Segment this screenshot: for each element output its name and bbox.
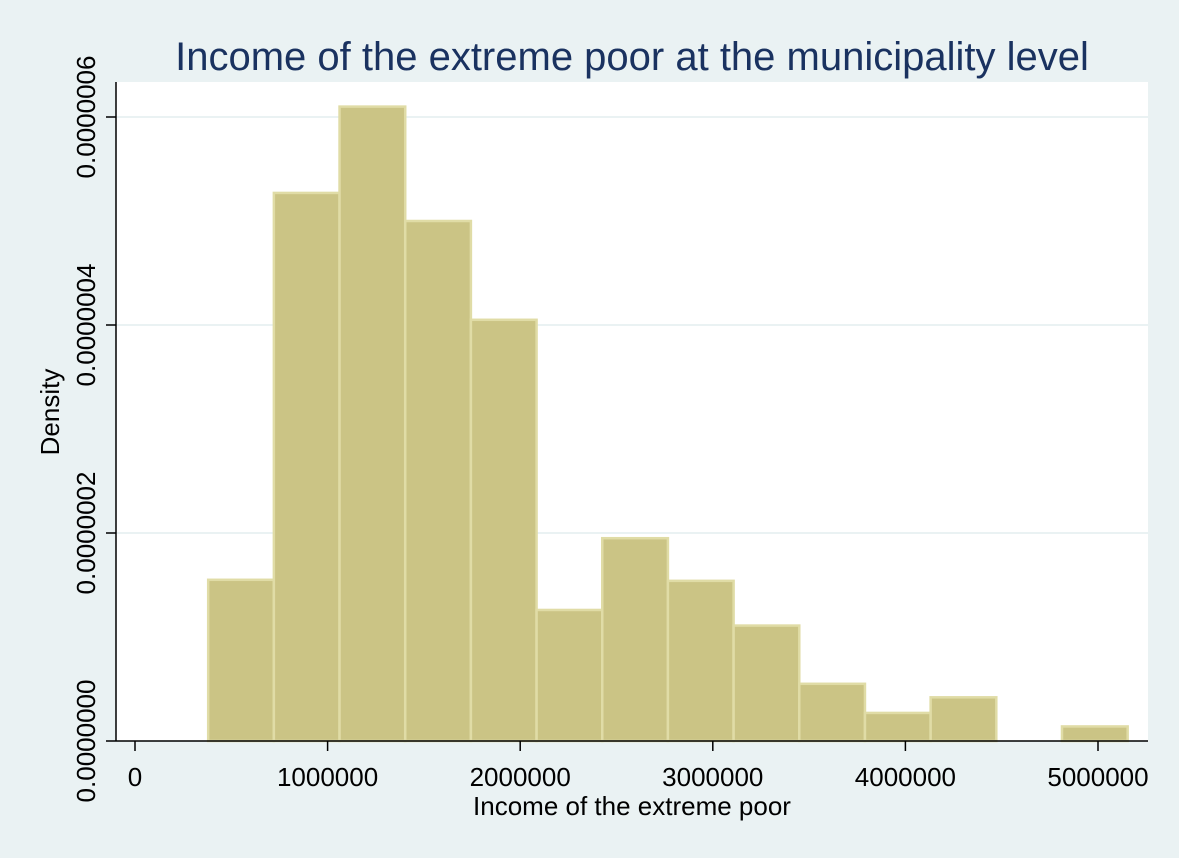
chart-title: Income of the extreme poor at the munici… [175, 35, 1089, 79]
histogram-bars [206, 105, 1129, 743]
histogram-bar-1 [272, 191, 341, 743]
x-tick-label-5: 5000000 [1047, 762, 1148, 792]
y-tick-label-0: 0.0000000 [71, 680, 101, 803]
histogram-bar-10 [863, 711, 932, 743]
y-tick-label-2: 0.0000004 [71, 264, 101, 387]
histogram-bar-3 [403, 219, 473, 743]
histogram-bar-11 [929, 696, 998, 743]
x-tick-label-1: 1000000 [277, 762, 378, 792]
x-tick-label-3: 3000000 [662, 762, 763, 792]
axes [115, 82, 1148, 742]
x-tick-label-2: 2000000 [470, 762, 571, 792]
histogram-bar-0 [206, 578, 276, 743]
axis-ticks: 0 1000000 2000000 3000000 4000000 5000000 0.00… [71, 56, 1149, 803]
histogram-bar-13 [1060, 725, 1129, 743]
histogram-bar-7 [666, 579, 735, 743]
histogram-bar-5 [535, 608, 604, 743]
histogram-bar-6 [600, 536, 670, 743]
histogram-bar-2 [338, 105, 407, 743]
histogram-bar-9 [798, 682, 867, 743]
y-tick-label-3: 0.0000006 [71, 56, 101, 179]
x-tick-label-4: 4000000 [855, 762, 956, 792]
histogram-bar-8 [732, 624, 801, 743]
y-axis-title: Density [35, 369, 65, 456]
x-axis-title: Income of the extreme poor [473, 791, 791, 821]
y-tick-label-1: 0.0000002 [71, 472, 101, 595]
x-tick-label-0: 0 [128, 762, 142, 792]
histogram-bar-4 [469, 318, 538, 743]
